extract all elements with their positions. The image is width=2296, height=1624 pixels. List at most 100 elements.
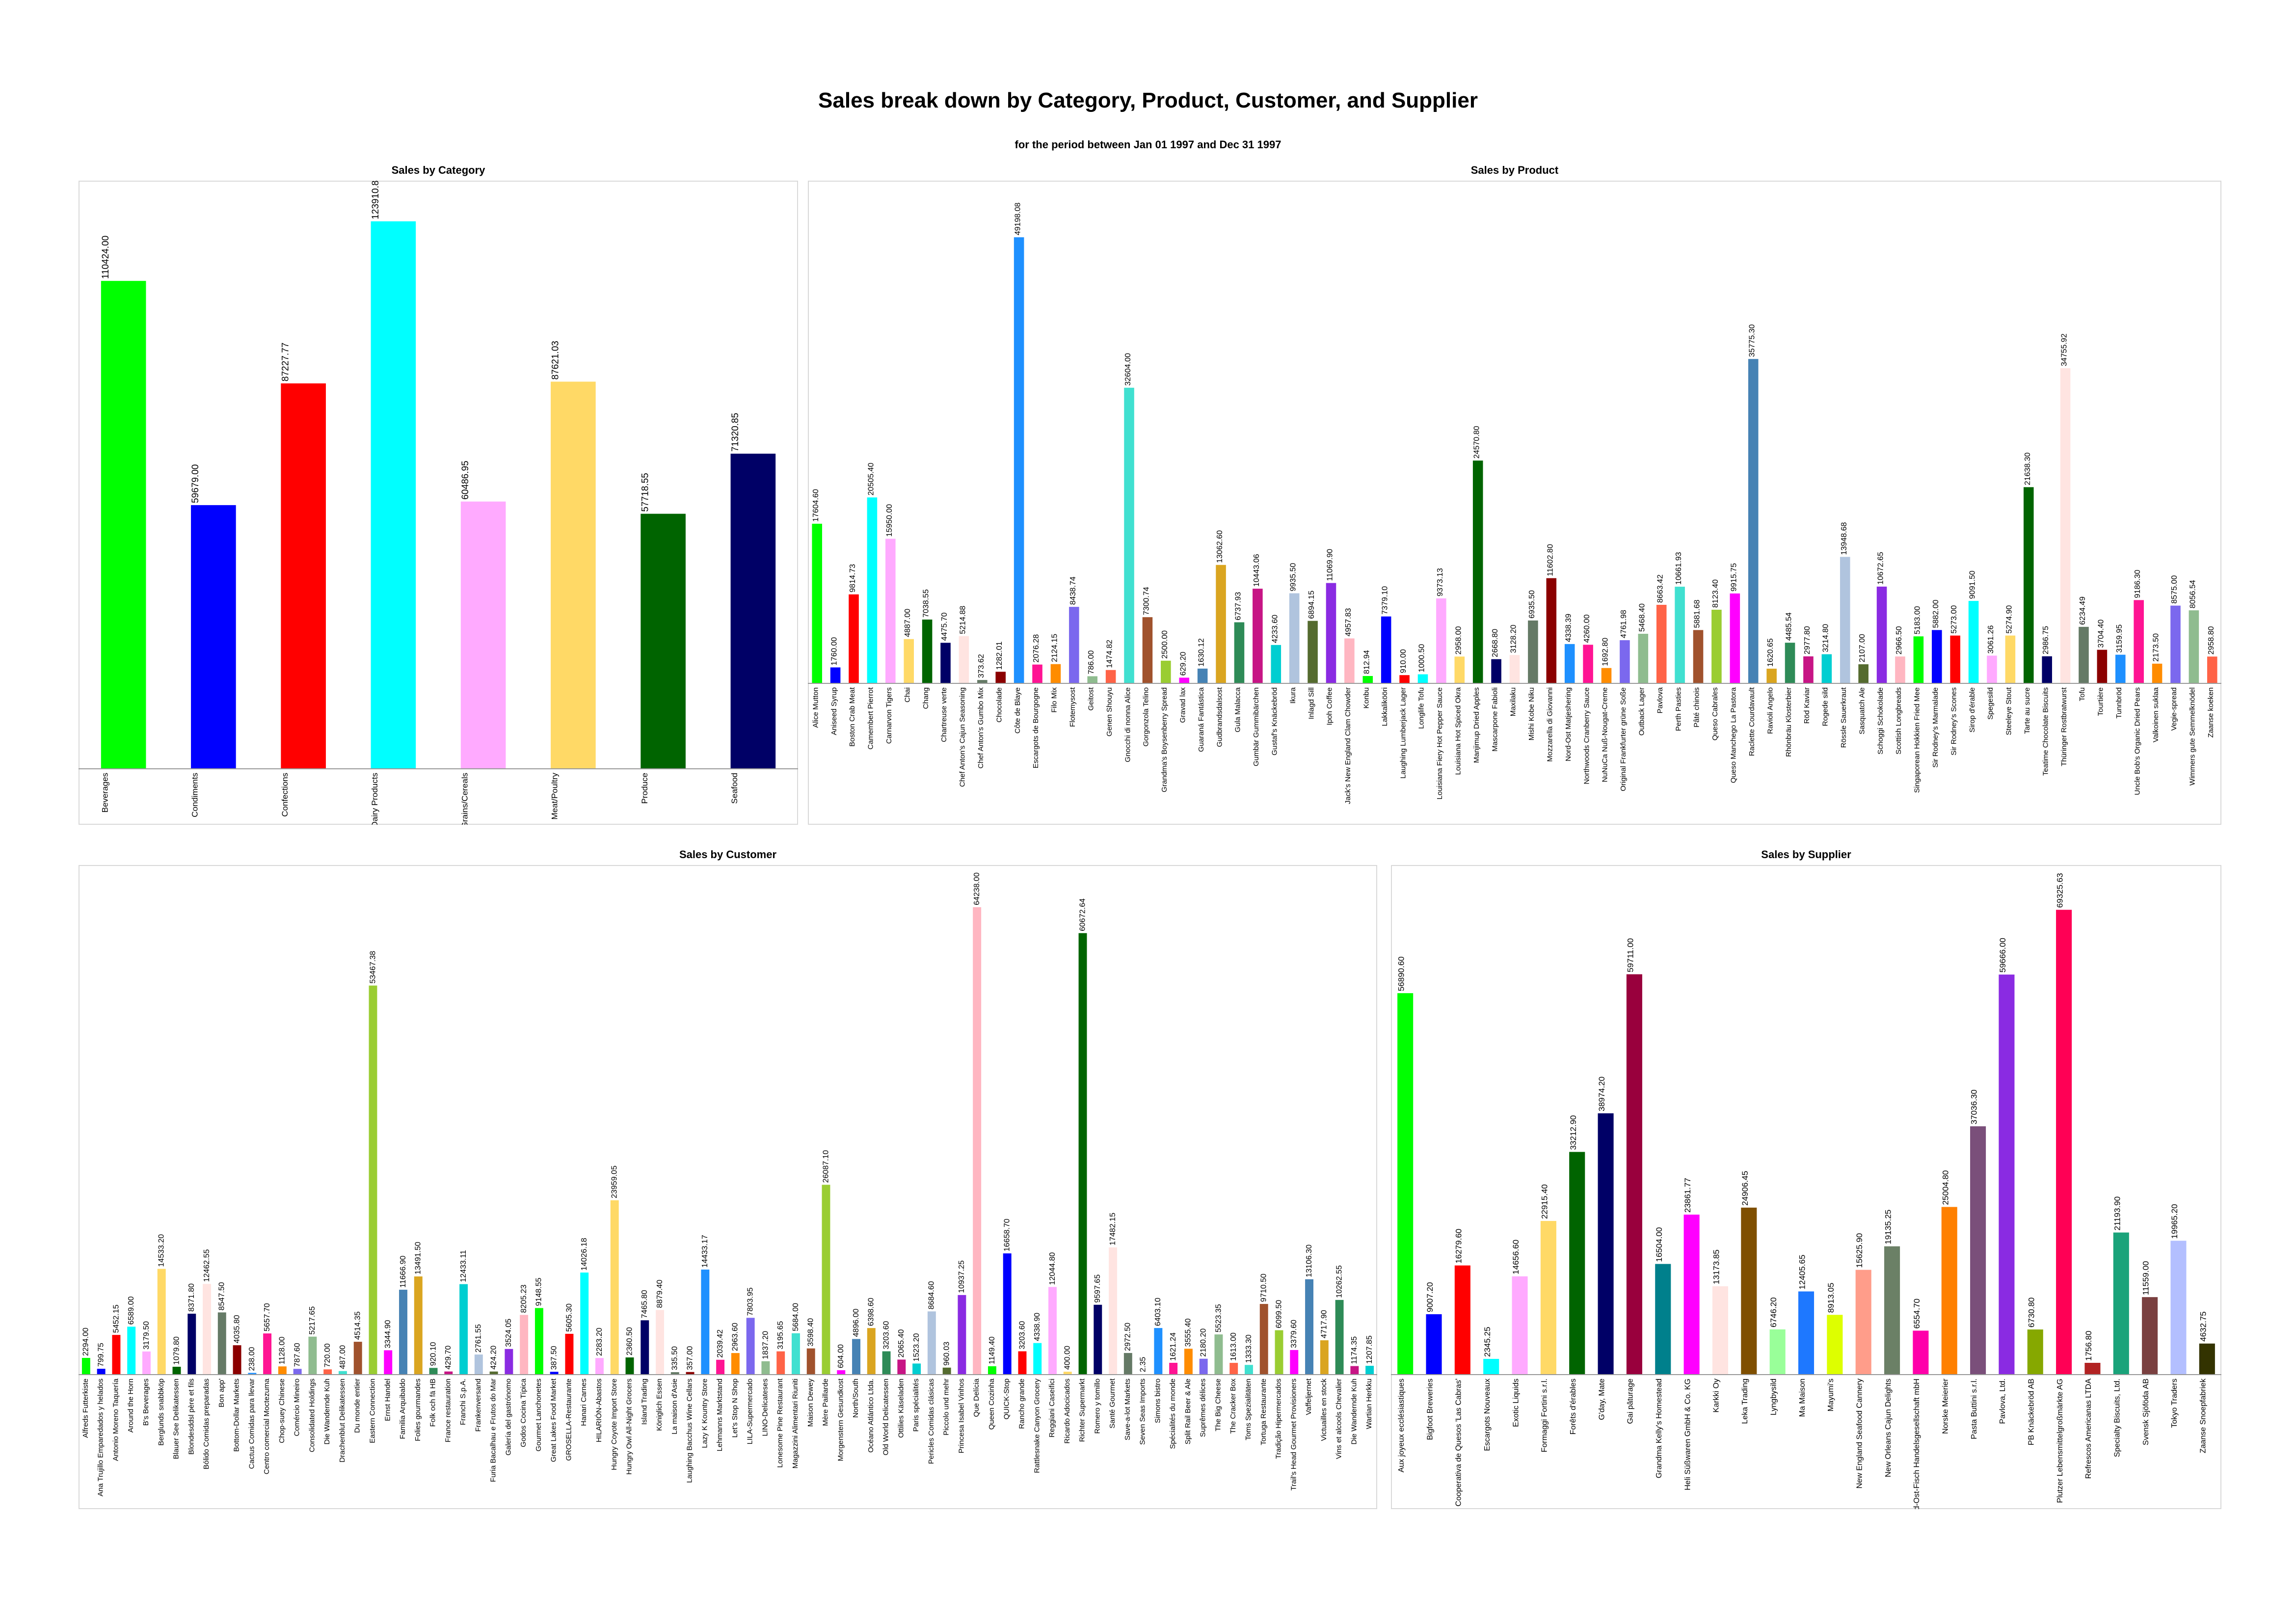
product-bar <box>1142 617 1153 683</box>
product-value-label: 6935.50 <box>1528 590 1536 619</box>
customer-value-label: 5217.65 <box>308 1306 317 1335</box>
customer-bar <box>806 1348 815 1375</box>
product-value-label: 13948.68 <box>1840 522 1848 555</box>
supplier-category-label: Refrescos Americanas LTDA <box>2084 1379 2093 1479</box>
customer-bar <box>927 1311 936 1375</box>
supplier-category-label: Svensk Sjöföda AB <box>2142 1379 2150 1445</box>
supplier-value-label: 9007.20 <box>1425 1282 1435 1312</box>
customer-value-label: 12462.55 <box>203 1249 211 1282</box>
customer-bar <box>1184 1349 1193 1375</box>
supplier-bar <box>1884 1246 1900 1375</box>
product-category-label: Röd Kaviar <box>1803 687 1811 724</box>
customer-category-label: Richter Supermarkt <box>1078 1378 1087 1442</box>
product-value-label: 5183.00 <box>1913 606 1922 634</box>
product-category-label: Tofu <box>2078 687 2086 701</box>
product-value-label: 2173.50 <box>2152 633 2161 662</box>
product-value-label: 10672.65 <box>1877 552 1885 585</box>
customer-bar <box>641 1320 649 1375</box>
product-value-label: 3159.95 <box>2115 624 2124 653</box>
customer-value-label: 238.00 <box>248 1347 256 1371</box>
customer-bar <box>1320 1340 1329 1375</box>
product-bar <box>1968 601 1979 683</box>
product-category-label: Vegie-spread <box>2170 687 2178 731</box>
customer-value-label: 5605.30 <box>565 1303 573 1332</box>
supplier-bar <box>1426 1314 1442 1375</box>
customer-category-label: Ottilies Käseladen <box>897 1379 905 1438</box>
category-bar <box>460 501 506 769</box>
product-value-label: 10661.93 <box>1675 552 1683 585</box>
product-value-label: 5274.90 <box>2005 605 2013 634</box>
product-value-label: 9186.30 <box>2134 569 2142 598</box>
product-category-label: Chocolade <box>995 687 1003 723</box>
customer-category-label: Folk och fä HB <box>429 1379 437 1427</box>
product-value-label: 9935.50 <box>1289 563 1298 592</box>
product-category-label: Inlagd Sill <box>1307 687 1315 719</box>
customer-bar <box>384 1350 393 1375</box>
product-bar <box>1216 565 1226 683</box>
product-bar <box>1675 587 1685 683</box>
supplier-category-label: PB Knäckebröd AB <box>2028 1379 2036 1445</box>
customer-value-label: 26087.10 <box>822 1150 830 1183</box>
customer-value-label: 5684.00 <box>792 1303 800 1331</box>
product-category-label: Queso Manchego La Pastora <box>1730 687 1738 783</box>
customer-chart-panel: Sales by Customer 2294.00 Alfreds Futterk… <box>79 848 1377 1510</box>
supplier-category-label: Zaanse Snoepfabriek <box>2199 1378 2208 1453</box>
category-bar <box>191 505 236 769</box>
customer-category-label: Alfreds Futterkiste <box>81 1379 90 1438</box>
product-category-label: Sirop d'érable <box>1968 687 1976 732</box>
category-bar <box>371 221 416 769</box>
category-category-label: Produce <box>640 773 649 804</box>
product-bar <box>1876 586 1887 683</box>
product-value-label: 5882.00 <box>1932 599 1940 628</box>
customer-bar <box>1335 1299 1344 1375</box>
product-category-label: Mozzarella di Giovanni <box>1546 687 1554 762</box>
customer-value-label: 3179.50 <box>142 1321 151 1350</box>
product-category-label: Perth Pasties <box>1674 687 1682 731</box>
category-value-label: 59679.00 <box>190 464 201 503</box>
product-value-label: 373.62 <box>977 654 986 678</box>
product-value-label: 4260.00 <box>1583 614 1591 643</box>
supplier-category-label: Escargots Nouveaux <box>1483 1379 1492 1451</box>
product-category-label: Original Frankfurter grüne Soße <box>1619 687 1628 791</box>
customer-category-label: Frankenversand <box>474 1379 482 1432</box>
category-bar <box>551 381 596 769</box>
product-category-label: Laughing Lumberjack Lager <box>1399 687 1407 779</box>
product-value-label: 8056.54 <box>2189 580 2197 608</box>
supplier-bar <box>1970 1126 1986 1375</box>
product-bar <box>922 619 933 683</box>
customer-bar <box>1048 1287 1057 1375</box>
product-value-label: 910.00 <box>1399 649 1408 673</box>
customer-bar <box>263 1333 272 1375</box>
product-bar <box>2207 656 2217 683</box>
product-category-label: Gorgonzola Telino <box>1142 687 1150 747</box>
product-value-label: 1692.80 <box>1602 638 1610 666</box>
product-value-label: 8575.00 <box>2170 575 2179 604</box>
product-value-label: 2986.75 <box>2042 626 2050 654</box>
supplier-category-label: Plutzer Lebensmittelgroßmärkte AG <box>2056 1379 2064 1503</box>
customer-category-label: Berglunds snabbköp <box>157 1379 165 1446</box>
product-category-label: Manjimup Dried Apples <box>1472 687 1481 763</box>
product-category-label: Gula Malacca <box>1234 687 1242 732</box>
customer-category-label: Paris spécialités <box>912 1379 920 1432</box>
supplier-chart: 56890.60 Aux joyeux ecclésiastiques 9007.2… <box>1391 865 2221 1509</box>
customer-value-label: 799.75 <box>97 1343 105 1367</box>
customer-bar <box>686 1372 694 1375</box>
supplier-category-label: Tokyo Traders <box>2170 1379 2179 1428</box>
customer-value-label: 1523.20 <box>912 1333 921 1361</box>
customer-bar <box>973 907 982 1375</box>
product-category-label: Grandma's Boysenberry Spread <box>1160 687 1169 792</box>
customer-value-label: 6589.00 <box>127 1296 135 1325</box>
supplier-value-label: 13173.85 <box>1712 1249 1721 1284</box>
customer-value-label: 1613.00 <box>1229 1332 1238 1361</box>
product-category-label: Raclette Courdavault <box>1748 687 1756 756</box>
product-category-label: Konbu <box>1362 687 1370 708</box>
product-bar <box>1601 668 1612 683</box>
product-category-label: Jack's New England Clam Chowder <box>1344 687 1352 804</box>
customer-category-label: North/South <box>852 1379 860 1418</box>
supplier-category-label: Specialty Biscuits, Ltd. <box>2113 1379 2122 1457</box>
supplier-value-label: 19135.25 <box>1884 1210 1893 1245</box>
product-category-label: Filo Mix <box>1050 687 1059 713</box>
customer-category-label: Franchi S.p.A. <box>459 1379 467 1425</box>
customer-category-label: The Big Cheese <box>1214 1379 1222 1432</box>
supplier-category-label: Pavlova, Ltd. <box>1999 1379 2007 1424</box>
